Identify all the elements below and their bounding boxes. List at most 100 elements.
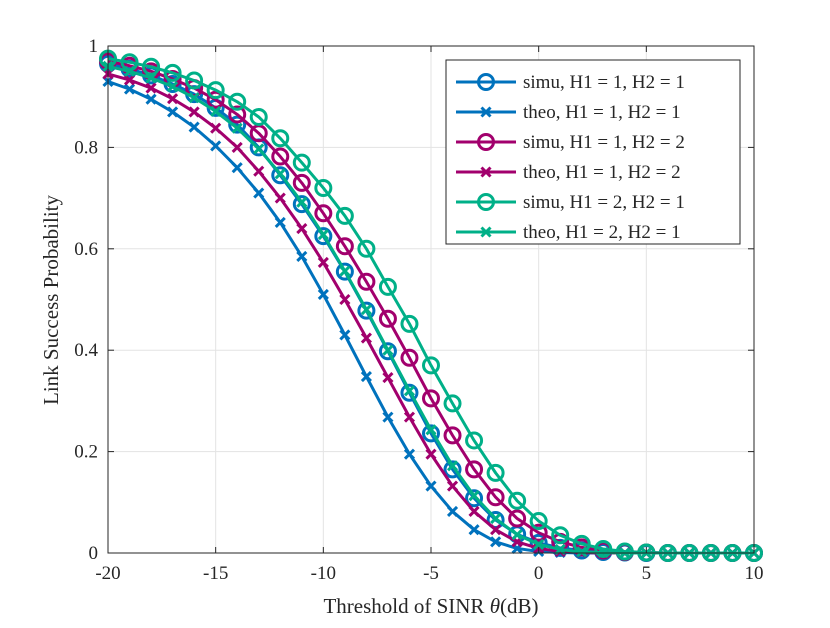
data-point-x-stroke [231,122,243,134]
data-point-x-stroke [403,448,416,460]
data-point-x [145,93,157,105]
data-point-x-stroke [317,288,329,300]
data-point-circle [249,107,268,126]
data-point-x [296,196,308,208]
data-point-x-stroke [425,480,437,492]
legend-entry: simu, H1 = 1, H2 = 2 [456,132,685,153]
data-point-circle [357,301,376,320]
data-point-x-stroke [167,80,179,93]
data-point-x-stroke [253,165,265,177]
data-point-circle [378,309,397,328]
data-point-x-stroke [253,187,265,199]
data-point-x [296,222,308,235]
data-point-x-stroke [210,122,222,134]
data-point-x [188,106,200,118]
data-point-circle [486,463,505,482]
data-point-x [274,216,286,228]
data-point-circle [529,523,548,542]
data-point-circle [357,239,376,258]
data-point-circle [594,539,613,558]
data-point-x-stroke [123,74,136,86]
data-point-x [188,121,200,133]
x-tick-label: 0 [534,563,544,584]
data-point-x-stroke [490,512,502,525]
data-point-x-stroke [425,424,437,436]
x-tick-label: -10 [311,563,336,584]
data-point-x-stroke [188,121,200,133]
data-point-circle [529,512,548,531]
data-point-x [339,293,351,306]
data-point-x-stroke [296,250,308,262]
data-point-x [533,538,545,550]
data-point-x [253,187,265,199]
legend-label: simu, H1 = 2, H2 = 1 [523,192,685,213]
data-point-x [145,72,157,84]
data-point-x-stroke [490,536,502,548]
data-point-x [274,192,286,204]
data-point-x-stroke [145,82,157,94]
data-point-x [446,480,459,492]
data-point-x-stroke [188,106,200,118]
data-point-x [480,106,492,118]
data-point-x [231,141,243,153]
data-point-x-stroke [360,332,372,344]
data-point-x-stroke [480,226,492,238]
data-point-circle [400,314,419,333]
data-point-x [167,106,179,118]
data-point-circle [292,195,311,214]
data-point-x-stroke [597,546,609,559]
data-point-x-stroke [317,256,329,269]
data-point-circle [206,90,225,109]
data-point-x-stroke [446,460,459,472]
data-point-x [253,143,265,155]
data-point-x-stroke [468,505,480,517]
data-point-circle [486,511,505,530]
data-point-x-stroke [382,372,394,384]
x-tick-label: 10 [745,563,764,584]
data-point-x-stroke [360,371,372,383]
data-point-x [403,448,416,460]
data-point-x [480,226,492,238]
data-point-x [231,122,243,134]
legend-label: simu, H1 = 1, H2 = 2 [523,132,685,153]
data-point-circle [185,71,204,90]
data-point-x-stroke [253,143,265,155]
tick-labels: -20 -15 -10 -5 0 5 10 0 0.2 0.4 0.6 0.8 1 [74,36,763,584]
data-point-circle [271,147,290,166]
data-point-x-stroke [403,385,416,397]
data-point-circle [206,81,225,100]
legend-entry: theo, H1 = 1, H2 = 1 [456,102,681,123]
data-point-circle [292,173,311,192]
data-point-circle [335,237,354,256]
data-point-x-stroke [188,92,200,104]
legend-entry: simu, H1 = 2, H2 = 1 [456,192,685,213]
data-point-x-stroke [339,329,351,341]
data-point-x [468,524,480,536]
data-point-x-stroke [167,93,179,105]
data-point-x-stroke [296,196,308,208]
data-point-circle [292,153,311,172]
data-point-x [425,424,437,436]
legend-label: simu, H1 = 1, H2 = 1 [523,72,685,93]
data-point-x [210,105,222,117]
data-point-circle [357,272,376,291]
data-point-circle [477,133,495,151]
data-point-x-stroke [210,140,222,152]
data-point-x-stroke [210,105,222,117]
data-point-circle [465,431,484,450]
legend-entry: theo, H1 = 1, H2 = 2 [456,162,681,183]
data-point-circle [314,204,333,223]
data-point-x [167,80,179,93]
data-point-x-stroke [274,216,286,228]
data-point-circle [228,105,247,124]
data-point-x-stroke [576,546,588,558]
data-point-circle [335,206,354,225]
data-point-x [425,480,437,492]
data-point-x-stroke [468,524,480,536]
data-point-circle [422,356,440,375]
data-point-circle [477,193,495,211]
data-point-x [382,411,394,423]
data-point-x-stroke [231,141,243,153]
